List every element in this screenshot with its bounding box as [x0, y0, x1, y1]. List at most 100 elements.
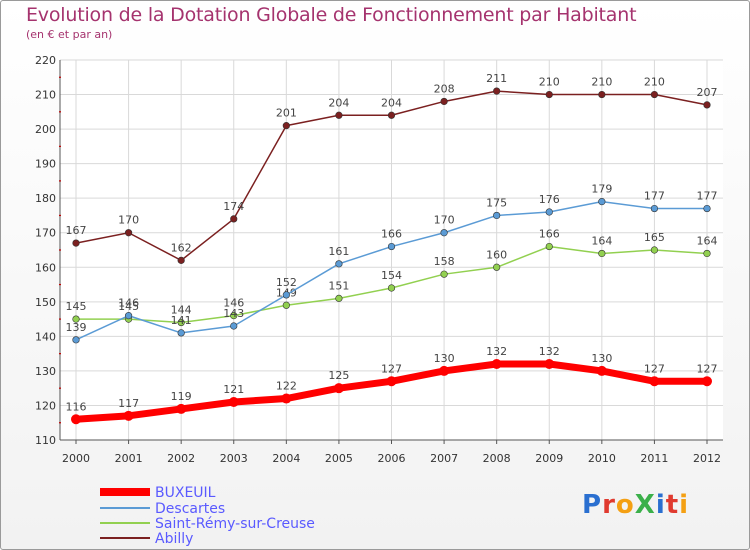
logo-letter: t [665, 490, 680, 520]
x-tick-label: 2002 [167, 452, 195, 465]
data-label: 174 [223, 200, 244, 213]
y-tick-label: 180 [35, 192, 56, 205]
y-tick-label: 190 [35, 158, 56, 171]
data-label: 152 [276, 276, 297, 289]
data-point [440, 97, 448, 106]
data-label: 207 [697, 86, 718, 99]
data-point [702, 376, 712, 387]
data-label: 145 [118, 300, 139, 313]
data-label: 130 [434, 352, 455, 365]
data-point [333, 383, 344, 394]
x-tick-label: 2001 [115, 452, 143, 465]
data-point [596, 365, 607, 376]
data-point [72, 336, 80, 344]
data-point [177, 256, 185, 264]
data-label: 151 [328, 279, 349, 292]
data-point [386, 376, 397, 387]
data-point [545, 90, 553, 99]
data-point [230, 322, 238, 330]
x-tick-label: 2006 [378, 452, 406, 465]
data-point [650, 246, 659, 254]
series-saint-r-my-sur-creuse: 145145144146149151154158160166164165164 [66, 228, 718, 327]
data-label: 127 [697, 362, 718, 375]
legend-label-descartes: Descartes [155, 501, 225, 517]
data-point [493, 87, 501, 95]
logo-letter: i [679, 490, 690, 520]
data-point [545, 208, 553, 216]
x-tick-label: 2010 [588, 452, 616, 465]
x-tick-label: 2012 [693, 452, 721, 465]
logo-letter: P [582, 490, 603, 520]
data-point [230, 312, 238, 320]
x-tick-label: 2005 [325, 452, 353, 465]
data-label: 143 [223, 307, 244, 320]
data-point [177, 329, 185, 337]
data-label: 210 [539, 76, 560, 89]
data-label: 132 [539, 345, 560, 358]
series-buxeuil: 116 117 119 121 122 125 127 130 132 132 130 127 127 [66, 345, 718, 425]
data-label: 204 [381, 96, 402, 109]
logo-letter: i [655, 490, 666, 520]
data-label: 146 [223, 297, 244, 310]
data-label: 162 [171, 241, 192, 254]
data-label: 210 [591, 76, 612, 89]
data-point [703, 101, 711, 109]
proxiti-logo: ProXiti [582, 490, 689, 520]
data-point [439, 365, 450, 376]
y-tick-label: 170 [35, 227, 56, 240]
data-point [703, 204, 711, 213]
data-label: 130 [591, 352, 612, 365]
data-point [335, 111, 343, 119]
data-point [598, 249, 606, 258]
chart-subtitle: (en € et par an) [26, 28, 113, 41]
data-label: 160 [486, 248, 507, 261]
x-tick-label: 2004 [272, 452, 300, 465]
data-point [228, 397, 239, 407]
data-point [703, 249, 711, 258]
data-point [335, 294, 343, 302]
data-point [493, 263, 501, 271]
data-point [282, 301, 290, 309]
data-point [491, 359, 502, 369]
data-label: 161 [328, 245, 349, 258]
data-point [72, 315, 80, 323]
data-label: 175 [486, 196, 507, 209]
y-tick-label: 200 [35, 123, 56, 136]
data-point [124, 312, 133, 320]
data-label: 179 [591, 183, 612, 196]
x-tick-label: 2007 [430, 452, 458, 465]
data-label: 177 [644, 190, 665, 203]
data-point [440, 229, 448, 237]
data-label: 165 [644, 231, 665, 244]
data-label: 116 [66, 400, 87, 413]
data-label: 139 [66, 321, 87, 334]
data-label: 211 [486, 72, 507, 85]
legend: BUXEUILDescartesSaint-Rémy-sur-CreuseAbi… [100, 485, 315, 547]
y-tick-label: 220 [35, 54, 56, 67]
data-label: 164 [591, 234, 612, 247]
data-label: 208 [434, 82, 455, 95]
data-label: 167 [66, 224, 87, 237]
x-tick-label: 2009 [535, 452, 563, 465]
data-point [649, 376, 660, 387]
data-point [493, 211, 501, 220]
data-label: 119 [171, 390, 192, 403]
x-tick-label: 2008 [483, 452, 511, 465]
series-descartes: 139 146 141 143 152 161 166 170 175 176 179 177 177 [66, 183, 718, 344]
data-label: 158 [434, 255, 455, 268]
data-point [387, 284, 396, 292]
data-label: 121 [223, 383, 244, 396]
data-point [124, 229, 133, 237]
data-point [598, 198, 606, 206]
data-point [177, 318, 185, 327]
data-point [545, 242, 553, 251]
y-tick-label: 130 [35, 365, 56, 378]
series-abilly: 167 170 162 174 201 204 204 208 211 210 210 210 207 [66, 72, 718, 264]
data-label: 176 [539, 193, 560, 206]
data-point [230, 215, 238, 223]
data-label: 177 [697, 190, 718, 203]
logo-letter: r [602, 490, 616, 520]
y-tick-label: 150 [35, 296, 56, 309]
logo-letter: X [634, 490, 656, 520]
